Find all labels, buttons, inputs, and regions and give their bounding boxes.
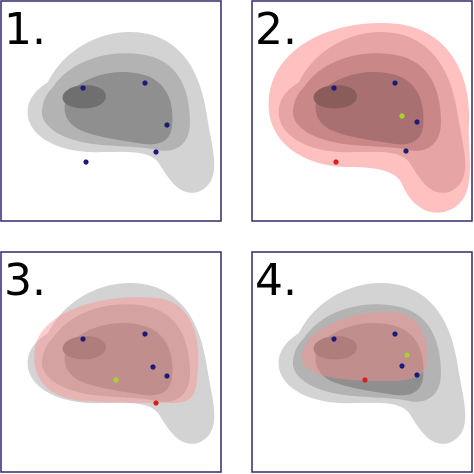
panel-2-number: 2. — [255, 4, 297, 55]
blue-point — [403, 148, 409, 154]
blue-point — [414, 119, 420, 125]
panel-1-points — [80, 80, 170, 165]
blue-point — [399, 363, 405, 369]
panel-4: 4. — [251, 251, 473, 473]
blue-point — [164, 373, 170, 379]
blue-point — [164, 122, 170, 128]
panel-3-number: 3. — [4, 255, 46, 306]
red-point — [153, 400, 159, 406]
yellowgreen-point — [113, 377, 119, 383]
blue-point — [83, 159, 89, 165]
panel-4-points — [331, 331, 420, 383]
blue-point — [80, 336, 86, 342]
blue-point — [153, 149, 159, 155]
yellowgreen-point — [399, 113, 405, 119]
blue-point — [80, 85, 86, 91]
panel-4-number: 4. — [255, 255, 297, 306]
blue-point — [142, 80, 148, 86]
panel-3-points — [80, 331, 170, 406]
panel-3-pink-region — [34, 297, 199, 403]
blue-point — [331, 85, 337, 91]
panel-1: 1. — [0, 0, 222, 222]
blue-point — [392, 331, 398, 337]
panel-2: 2. — [251, 0, 473, 222]
blue-point — [142, 331, 148, 337]
blue-point — [414, 372, 420, 378]
red-point — [362, 377, 368, 383]
panel-4-pink-region — [301, 311, 428, 381]
panel-1-number: 1. — [4, 4, 46, 55]
blue-point — [150, 364, 156, 370]
blue-point — [392, 80, 398, 86]
panel-2-points — [331, 80, 420, 165]
blue-point — [331, 336, 337, 342]
red-point — [333, 159, 339, 165]
panel-2-pink-region — [268, 22, 470, 213]
panel-3: 3. — [0, 251, 222, 473]
yellowgreen-point — [404, 352, 410, 358]
